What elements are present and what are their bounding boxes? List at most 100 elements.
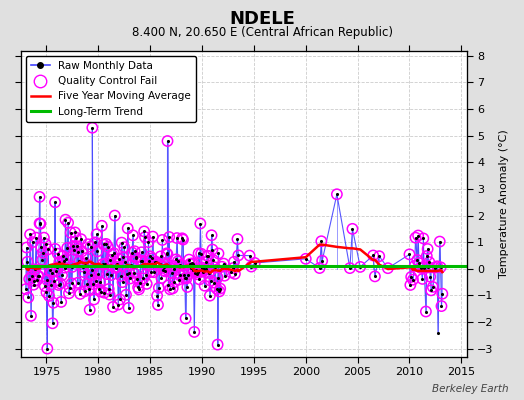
Point bbox=[123, 271, 131, 277]
Point bbox=[44, 246, 52, 252]
Point bbox=[65, 290, 73, 296]
Point bbox=[118, 279, 127, 285]
Point bbox=[410, 263, 419, 269]
Point bbox=[210, 280, 219, 286]
Point bbox=[215, 288, 224, 295]
Point bbox=[76, 291, 84, 297]
Point bbox=[85, 307, 94, 313]
Point bbox=[230, 259, 238, 265]
Point bbox=[68, 280, 76, 286]
Point bbox=[179, 236, 187, 243]
Point bbox=[82, 255, 91, 261]
Point bbox=[132, 255, 140, 261]
Point bbox=[149, 269, 158, 276]
Point bbox=[356, 264, 364, 270]
Point bbox=[51, 199, 59, 206]
Point bbox=[51, 199, 59, 206]
Point bbox=[132, 254, 140, 261]
Point bbox=[89, 281, 97, 287]
Point bbox=[40, 234, 48, 241]
Point bbox=[124, 305, 133, 311]
Point bbox=[419, 235, 428, 242]
Point bbox=[413, 257, 421, 263]
Point bbox=[227, 269, 236, 276]
Point bbox=[422, 308, 430, 315]
Point bbox=[410, 263, 419, 269]
Point bbox=[208, 232, 216, 238]
Point bbox=[80, 288, 89, 294]
Point bbox=[34, 273, 42, 280]
Point bbox=[214, 250, 223, 257]
Point bbox=[70, 246, 78, 253]
Point bbox=[100, 241, 108, 248]
Point bbox=[156, 253, 165, 260]
Point bbox=[161, 268, 169, 274]
Point bbox=[203, 253, 211, 259]
Point bbox=[201, 266, 210, 272]
Point bbox=[130, 248, 139, 254]
Point bbox=[425, 259, 433, 265]
Point bbox=[162, 250, 171, 256]
Point bbox=[205, 270, 213, 276]
Point bbox=[136, 258, 145, 264]
Point bbox=[205, 270, 213, 276]
Point bbox=[169, 266, 178, 272]
Y-axis label: Temperature Anomaly (°C): Temperature Anomaly (°C) bbox=[499, 129, 509, 278]
Point bbox=[66, 285, 74, 291]
Point bbox=[126, 275, 135, 282]
Point bbox=[153, 292, 161, 299]
Text: NDELE: NDELE bbox=[229, 10, 295, 28]
Point bbox=[407, 274, 416, 280]
Point bbox=[84, 241, 92, 248]
Point bbox=[433, 263, 441, 270]
Point bbox=[114, 301, 123, 308]
Point bbox=[55, 258, 63, 265]
Point bbox=[220, 260, 228, 267]
Point bbox=[86, 244, 95, 250]
Point bbox=[24, 294, 32, 301]
Point bbox=[157, 275, 166, 281]
Point bbox=[155, 284, 163, 291]
Point bbox=[87, 272, 95, 279]
Point bbox=[36, 220, 44, 227]
Point bbox=[64, 220, 72, 226]
Point bbox=[125, 270, 134, 276]
Point bbox=[35, 194, 43, 200]
Point bbox=[139, 275, 147, 282]
Point bbox=[167, 263, 175, 269]
Point bbox=[129, 270, 138, 276]
Point bbox=[188, 267, 196, 273]
Point bbox=[230, 259, 238, 265]
Point bbox=[315, 265, 324, 271]
Point bbox=[33, 277, 41, 283]
Point bbox=[106, 257, 115, 263]
Point bbox=[150, 261, 159, 268]
Point bbox=[110, 250, 118, 256]
Point bbox=[203, 253, 211, 259]
Point bbox=[346, 265, 354, 271]
Point bbox=[90, 296, 98, 303]
Point bbox=[32, 234, 40, 241]
Point bbox=[149, 234, 157, 240]
Point bbox=[176, 272, 184, 278]
Point bbox=[74, 248, 83, 255]
Point bbox=[97, 288, 105, 295]
Point bbox=[124, 225, 132, 232]
Point bbox=[192, 266, 200, 273]
Point bbox=[430, 264, 439, 271]
Point bbox=[208, 246, 216, 253]
Point bbox=[48, 320, 57, 326]
Point bbox=[80, 288, 89, 294]
Point bbox=[170, 279, 179, 286]
Point bbox=[40, 283, 49, 289]
Point bbox=[88, 124, 96, 131]
Point bbox=[170, 279, 179, 286]
Point bbox=[53, 250, 62, 257]
Point bbox=[141, 271, 150, 278]
Point bbox=[348, 226, 357, 232]
Point bbox=[91, 239, 99, 246]
Point bbox=[28, 273, 36, 279]
Point bbox=[29, 282, 38, 288]
Point bbox=[173, 235, 181, 241]
Point bbox=[64, 220, 72, 226]
